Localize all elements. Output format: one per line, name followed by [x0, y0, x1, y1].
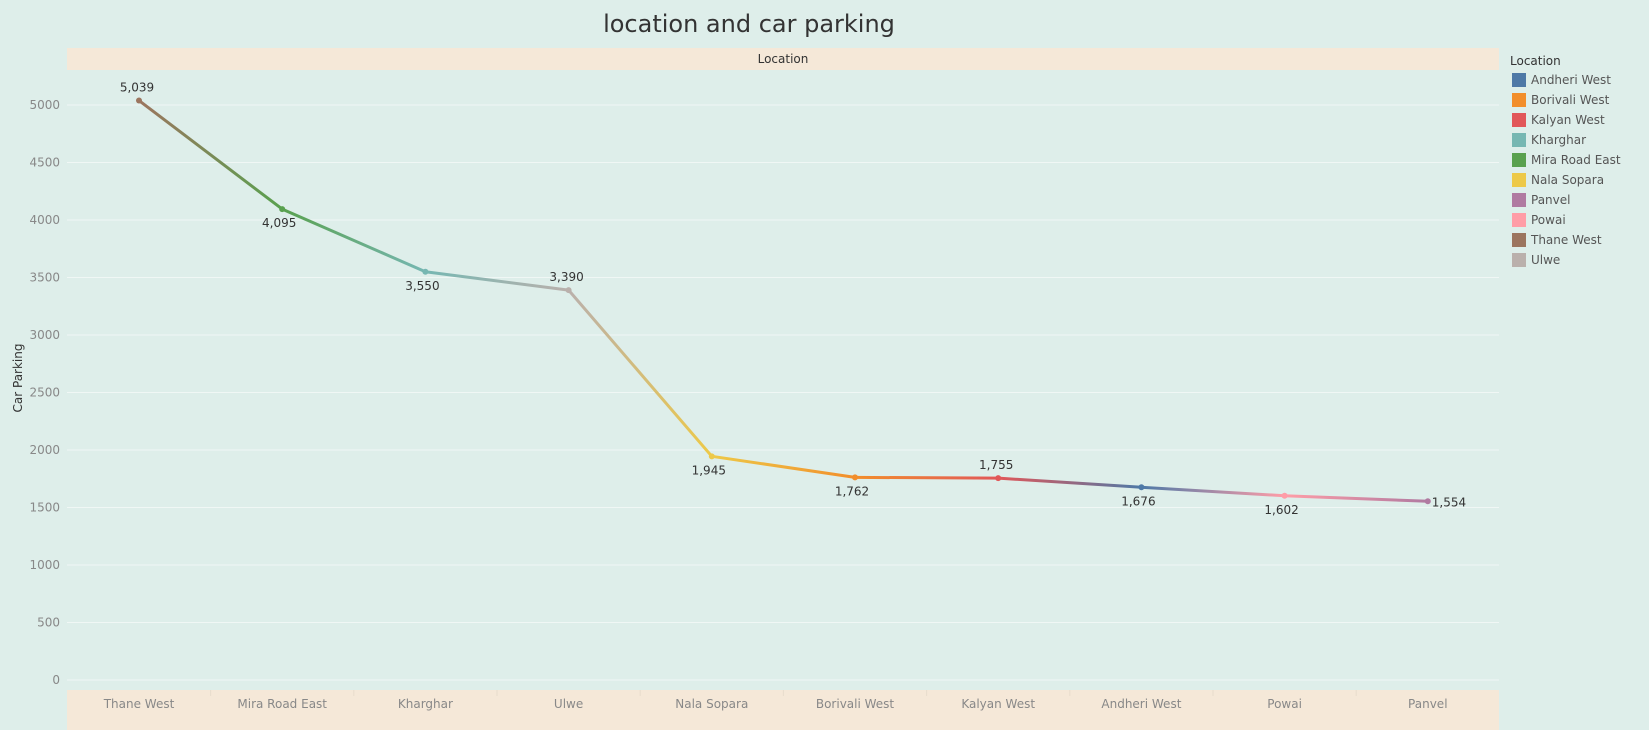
line-segment: [280, 207, 427, 274]
y-tick-label: 3000: [29, 328, 60, 342]
column-header-label: Location: [758, 52, 809, 66]
legend-item[interactable]: Powai: [1510, 210, 1645, 230]
line-segment: [1283, 494, 1430, 503]
data-point[interactable]: [852, 474, 858, 481]
legend-item[interactable]: Nala Sopara: [1510, 170, 1645, 190]
legend-label: Ulwe: [1531, 253, 1561, 267]
y-tick-label: 4000: [29, 213, 60, 227]
gridlines: [67, 104, 1499, 681]
data-label: 4,095: [262, 216, 296, 230]
legend-item[interactable]: Andheri West: [1510, 70, 1645, 90]
data-point[interactable]: [422, 268, 429, 275]
data-points: [136, 97, 1431, 505]
data-label: 5,039: [120, 81, 154, 95]
legend-swatch: [1512, 193, 1526, 207]
x-tick-label: Thane West: [103, 697, 175, 711]
data-point[interactable]: [1424, 498, 1431, 505]
legend-item[interactable]: Kharghar: [1510, 130, 1645, 150]
x-axis-band: [67, 690, 1499, 730]
legend: Location Andheri West Borivali West Kalyan…: [1510, 52, 1645, 270]
y-tick-label: 3500: [29, 271, 60, 285]
data-labels: 5,039 4,095 3,550 3,390 1,945 1,762 1,755 1,676…: [120, 81, 1466, 517]
column-header-band: [67, 48, 1499, 70]
y-axis-ticks: 0 500 1000 1500 2000 2500 3000 3500 4000 4500 5000: [29, 98, 60, 687]
legend-label: Nala Sopara: [1531, 173, 1605, 187]
legend-item[interactable]: Thane West: [1510, 230, 1645, 250]
y-axis-label: Car Parking: [11, 344, 25, 413]
y-tick-label: 4500: [29, 156, 60, 170]
line-segment: [137, 99, 284, 211]
legend-swatch: [1512, 213, 1526, 227]
legend-swatch: [1512, 173, 1526, 187]
y-tick-label: 1500: [29, 501, 60, 515]
line-segment: [710, 454, 857, 479]
legend-swatch: [1512, 153, 1526, 167]
y-tick-label: 0: [52, 673, 60, 687]
x-tick-label: Panvel: [1408, 697, 1447, 711]
data-point[interactable]: [1281, 492, 1288, 499]
data-label: 1,602: [1264, 503, 1298, 517]
x-tick-label: Ulwe: [554, 697, 583, 711]
data-point[interactable]: [995, 475, 1002, 482]
data-point[interactable]: [279, 206, 286, 213]
legend-label: Kharghar: [1531, 133, 1587, 147]
x-tick-label: Powai: [1267, 697, 1302, 711]
x-tick-label: Borivali West: [816, 697, 895, 711]
legend-item[interactable]: Ulwe: [1510, 250, 1645, 270]
x-tick-label: Nala Sopara: [675, 697, 748, 711]
data-label: 3,550: [405, 279, 439, 293]
y-tick-label: 2000: [29, 443, 60, 457]
data-label: 1,554: [1432, 495, 1466, 509]
x-tick-label: Mira Road East: [237, 697, 327, 711]
y-tick-label: 5000: [29, 98, 60, 112]
legend-item[interactable]: Kalyan West: [1510, 110, 1645, 130]
legend-swatch: [1512, 133, 1526, 147]
y-tick-label: 2500: [29, 386, 60, 400]
data-point[interactable]: [1138, 484, 1145, 491]
line-segment: [1139, 485, 1287, 498]
data-point[interactable]: [136, 97, 142, 104]
x-tick-label: Kalyan West: [961, 697, 1035, 711]
series-line: [137, 99, 1430, 503]
data-label: 1,755: [979, 458, 1013, 472]
legend-swatch: [1512, 73, 1526, 87]
legend-label: Panvel: [1531, 193, 1571, 207]
data-label: 3,390: [549, 270, 583, 284]
legend-swatch: [1512, 253, 1526, 267]
legend-label: Powai: [1531, 213, 1566, 227]
y-tick-label: 1000: [29, 558, 60, 572]
legend-item[interactable]: Borivali West: [1510, 90, 1645, 110]
legend-swatch: [1512, 233, 1526, 247]
line-segment: [996, 476, 1143, 489]
legend-items: Andheri West Borivali West Kalyan West Khar…: [1510, 70, 1645, 270]
data-label: 1,676: [1121, 494, 1155, 508]
data-label: 1,945: [692, 463, 726, 477]
chart-title: location and car parking: [603, 10, 895, 38]
x-tick-label: Kharghar: [398, 697, 453, 711]
legend-item[interactable]: Mira Road East: [1510, 150, 1645, 170]
legend-label: Kalyan West: [1531, 113, 1605, 127]
data-label: 1,762: [835, 484, 869, 498]
line-segment: [423, 270, 571, 292]
legend-label: Thane West: [1531, 233, 1602, 247]
legend-label: Andheri West: [1531, 73, 1612, 87]
data-point[interactable]: [708, 453, 715, 460]
x-axis-ticks: Thane West Mira Road East Kharghar Ulwe Nala…: [103, 690, 1448, 711]
legend-swatch: [1512, 93, 1526, 107]
line-segment: [567, 288, 714, 458]
x-tick-label: Andheri West: [1101, 697, 1181, 711]
legend-title: Location: [1510, 54, 1561, 68]
legend-label: Borivali West: [1531, 93, 1610, 107]
y-tick-label: 500: [37, 616, 60, 630]
legend-label: Mira Road East: [1531, 153, 1621, 167]
data-point[interactable]: [565, 287, 572, 294]
legend-swatch: [1512, 113, 1526, 127]
legend-item[interactable]: Panvel: [1510, 190, 1645, 210]
line-segment: [853, 475, 1000, 480]
